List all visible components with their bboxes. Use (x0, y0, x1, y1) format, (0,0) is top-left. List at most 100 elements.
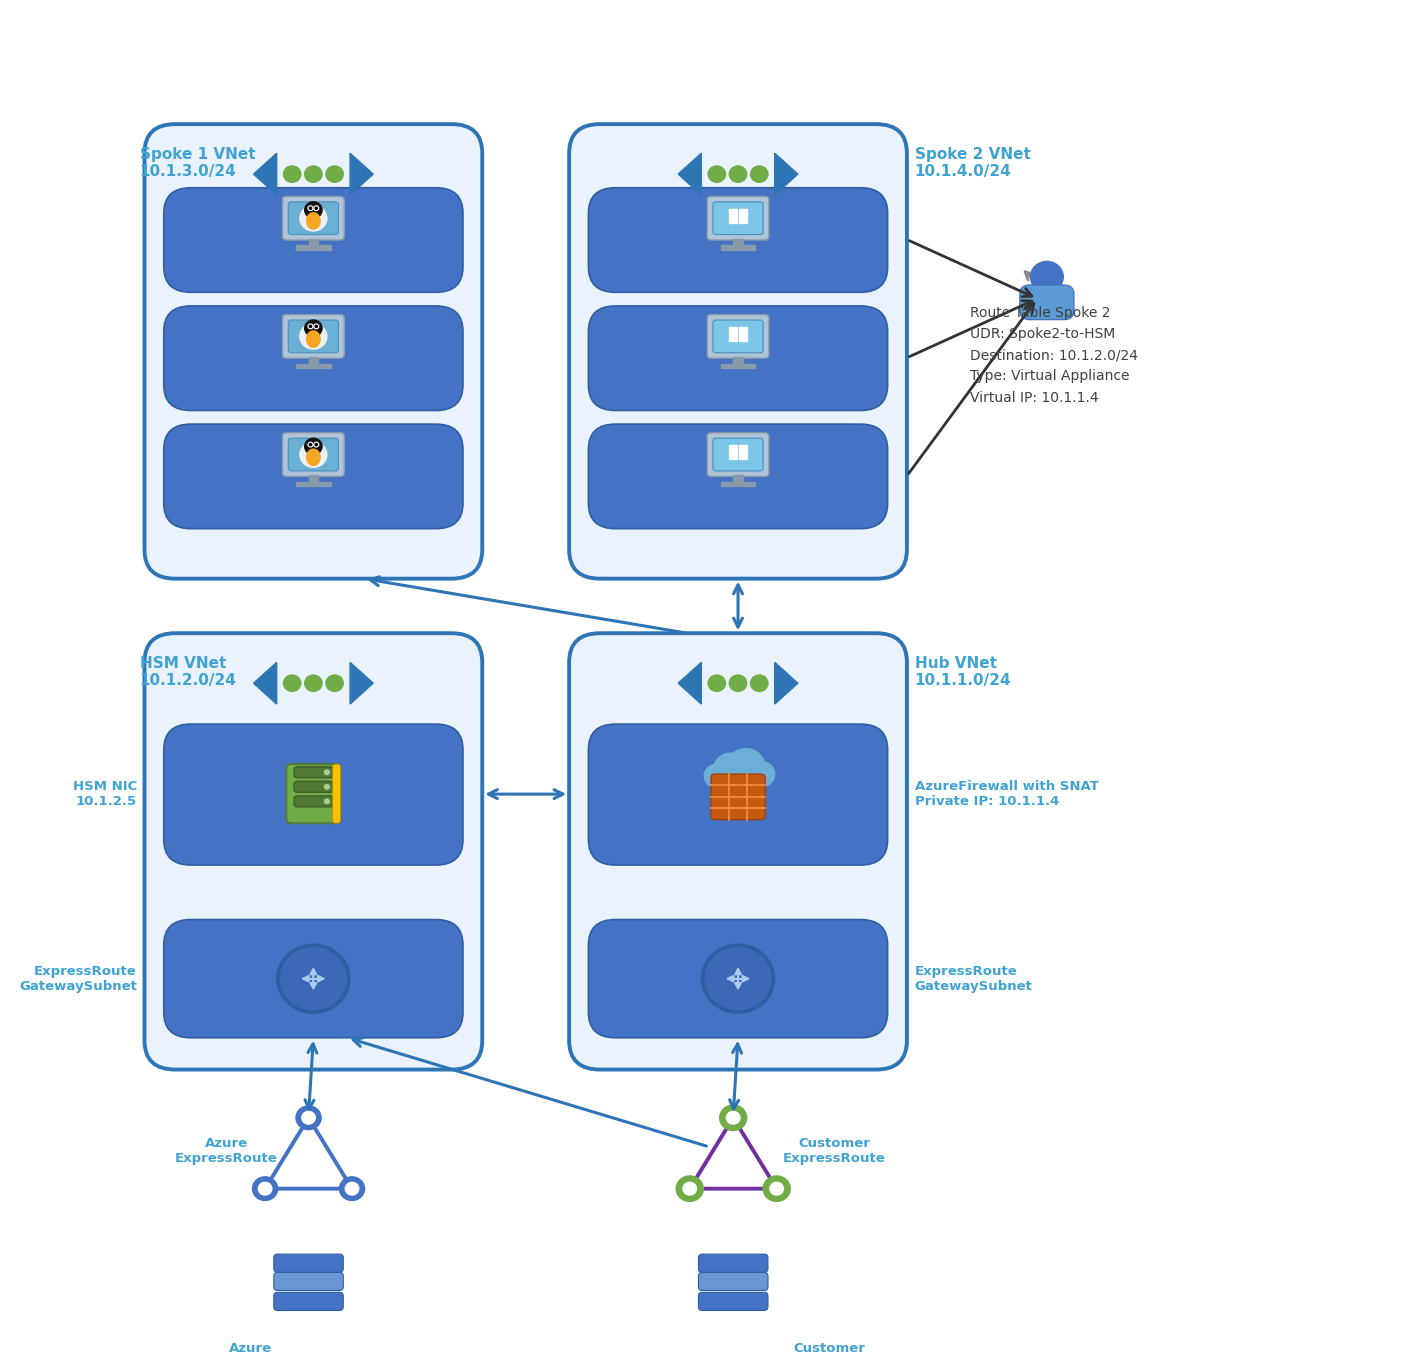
Circle shape (304, 675, 323, 691)
FancyBboxPatch shape (710, 774, 766, 820)
Circle shape (676, 1176, 703, 1202)
Bar (729, 217, 737, 222)
FancyArrow shape (734, 970, 741, 989)
Circle shape (753, 1278, 761, 1285)
Text: Route Table Spoke 2
UDR: Spoke2-to-HSM
Destination: 10.1.2.0/24
Type: Virtual Ap: Route Table Spoke 2 UDR: Spoke2-to-HSM D… (969, 306, 1138, 405)
FancyBboxPatch shape (589, 306, 887, 411)
Circle shape (708, 165, 726, 183)
FancyBboxPatch shape (164, 306, 463, 411)
FancyBboxPatch shape (708, 432, 768, 477)
Bar (296, 363, 331, 369)
Text: Customer
Datacenter: Customer Datacenter (788, 1343, 872, 1355)
Circle shape (324, 770, 330, 775)
Circle shape (304, 438, 323, 454)
Bar (308, 358, 318, 364)
Circle shape (705, 947, 771, 1009)
Circle shape (314, 206, 318, 210)
Polygon shape (678, 153, 702, 195)
Circle shape (729, 165, 747, 183)
Polygon shape (774, 153, 798, 195)
Circle shape (324, 785, 330, 789)
Bar (720, 245, 756, 251)
Circle shape (328, 1278, 337, 1285)
Circle shape (252, 1177, 277, 1201)
FancyBboxPatch shape (286, 764, 341, 824)
Bar (720, 363, 756, 369)
Circle shape (308, 324, 313, 329)
Circle shape (770, 1183, 784, 1195)
Text: Spoke 1 VNet
10.1.3.0/24: Spoke 1 VNet 10.1.3.0/24 (140, 146, 255, 179)
Circle shape (314, 324, 318, 329)
Text: Customer
ExpressRoute: Customer ExpressRoute (782, 1137, 886, 1165)
Circle shape (310, 325, 311, 328)
FancyBboxPatch shape (713, 202, 763, 234)
Bar (739, 217, 747, 222)
Bar (729, 446, 737, 451)
FancyBboxPatch shape (294, 795, 333, 806)
FancyBboxPatch shape (713, 438, 763, 472)
Circle shape (300, 324, 327, 350)
FancyBboxPatch shape (164, 724, 463, 864)
Bar (733, 238, 743, 247)
Circle shape (308, 442, 313, 447)
Bar (308, 238, 318, 247)
Circle shape (683, 1183, 696, 1195)
Bar (296, 245, 331, 251)
FancyBboxPatch shape (333, 764, 341, 824)
Bar (739, 328, 747, 333)
Text: AzureFirewall with SNAT
Private IP: 10.1.1.4: AzureFirewall with SNAT Private IP: 10.1… (914, 780, 1098, 808)
FancyBboxPatch shape (164, 424, 463, 528)
FancyArrow shape (734, 969, 741, 986)
Text: Azure
ExpressRoute: Azure ExpressRoute (175, 1137, 277, 1165)
FancyBboxPatch shape (294, 782, 333, 793)
Bar (739, 453, 747, 459)
FancyBboxPatch shape (273, 1255, 344, 1272)
Circle shape (720, 1106, 747, 1130)
Text: Hub VNet
10.1.1.0/24: Hub VNet 10.1.1.0/24 (914, 656, 1012, 688)
Circle shape (325, 675, 344, 691)
Polygon shape (253, 663, 277, 705)
Circle shape (726, 749, 766, 785)
FancyBboxPatch shape (144, 125, 483, 579)
Bar (729, 209, 737, 215)
Bar (739, 446, 747, 451)
Ellipse shape (307, 449, 320, 466)
Circle shape (283, 675, 301, 691)
Polygon shape (253, 153, 277, 195)
FancyBboxPatch shape (589, 920, 887, 1038)
FancyBboxPatch shape (294, 767, 333, 778)
FancyBboxPatch shape (699, 1255, 768, 1272)
FancyBboxPatch shape (699, 1272, 768, 1290)
Bar (729, 328, 737, 333)
Circle shape (715, 753, 747, 785)
Bar (739, 335, 747, 341)
FancyBboxPatch shape (589, 724, 887, 864)
Polygon shape (350, 663, 374, 705)
Bar (729, 453, 737, 459)
Circle shape (259, 1183, 272, 1195)
Circle shape (316, 325, 317, 328)
FancyArrow shape (730, 976, 749, 982)
FancyBboxPatch shape (708, 196, 768, 240)
Bar (729, 335, 737, 341)
Circle shape (304, 320, 323, 336)
Circle shape (296, 1106, 321, 1130)
FancyBboxPatch shape (569, 125, 907, 579)
Circle shape (316, 443, 317, 446)
Ellipse shape (273, 1305, 344, 1325)
Circle shape (304, 165, 323, 183)
Circle shape (316, 207, 317, 209)
FancyArrow shape (727, 976, 747, 982)
Text: ExpressRoute
GatewaySubnet: ExpressRoute GatewaySubnet (18, 965, 137, 993)
Circle shape (708, 675, 726, 691)
Circle shape (705, 764, 729, 787)
Circle shape (729, 675, 747, 691)
Polygon shape (774, 663, 798, 705)
FancyBboxPatch shape (1020, 285, 1074, 320)
FancyArrow shape (303, 976, 321, 982)
FancyArrow shape (310, 970, 317, 989)
Circle shape (702, 944, 774, 1014)
Circle shape (763, 1176, 790, 1202)
FancyBboxPatch shape (708, 314, 768, 358)
Bar (733, 358, 743, 364)
